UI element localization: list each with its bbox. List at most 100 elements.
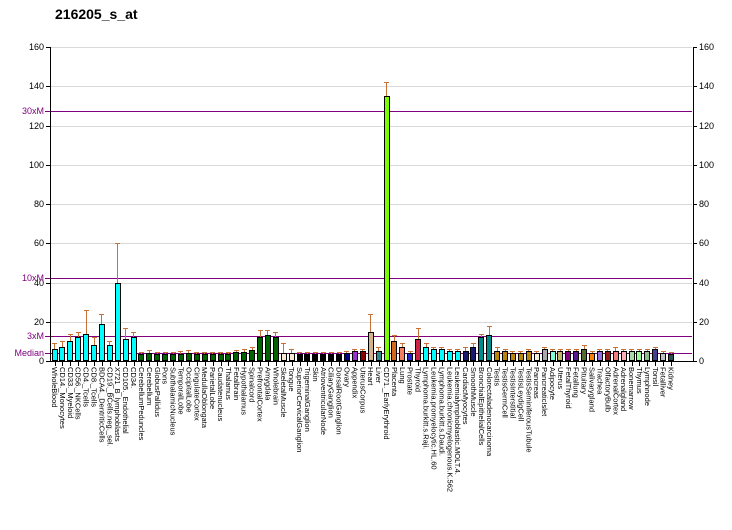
bar-Skin (312, 354, 319, 361)
x-label: Thalamus (223, 367, 233, 400)
x-label: Leukemialymphoblastic.MOLT.4. (453, 367, 463, 475)
x-axis-tick (299, 361, 301, 366)
x-axis-tick (133, 361, 135, 366)
error-bar (85, 309, 87, 334)
y-axis-tick-left (46, 125, 50, 127)
x-axis-tick (663, 361, 665, 366)
error-bar (291, 349, 293, 354)
x-label: GlobusPallidus (152, 367, 162, 418)
x-label: Adrenalgland (619, 367, 629, 412)
y-axis-label-right: 160 (699, 42, 715, 52)
error-bar (251, 347, 253, 351)
bar-Uterus (557, 351, 564, 361)
bar-Tonsil (652, 349, 659, 361)
x-label: CD8._Tcells (89, 367, 99, 408)
x-label: Tongue (287, 367, 297, 392)
error-bar (61, 341, 63, 348)
x-axis-tick (362, 361, 364, 366)
error-bar (615, 347, 617, 352)
error-bar (465, 347, 467, 352)
bar-PrefrontalCortex (257, 337, 264, 361)
x-axis-tick (433, 361, 435, 366)
error-bar-cap (99, 313, 105, 315)
x-axis-tick (117, 361, 119, 366)
x-axis-tick (489, 361, 491, 366)
error-bar-cap (447, 349, 453, 351)
error-bar-cap (399, 343, 405, 345)
x-axis-tick (228, 361, 230, 366)
error-bar-cap (597, 349, 603, 351)
x-label: TestisLeydigCell (516, 367, 526, 422)
error-bar-cap (384, 82, 389, 84)
x-label: Skin (310, 367, 320, 382)
x-label: CD71._EarlyErythroid (382, 367, 391, 440)
error-bar (125, 327, 127, 340)
error-bar-cap (494, 347, 500, 349)
bar-Pancreas (533, 353, 540, 361)
error-bar (370, 313, 372, 332)
bar-Spinalcord (249, 350, 256, 361)
x-axis-tick (94, 361, 96, 366)
bar-Adipocyte (549, 351, 556, 361)
bar-PancreaticIslet (541, 349, 548, 361)
error-bar-cap (573, 349, 579, 351)
bar-Lymphnode (644, 351, 651, 361)
error-bar-cap (376, 347, 382, 349)
x-label: CiliaryGanglion (326, 367, 336, 418)
error-bar (148, 350, 150, 354)
y-axis-label-left: 80 (33, 199, 44, 209)
gridline (51, 204, 692, 205)
error-bar-cap (328, 352, 334, 354)
error-bar-cap (186, 350, 192, 352)
y-axis-label-right: 0 (699, 356, 705, 366)
x-label: Fetallung (571, 367, 581, 398)
error-bar (101, 313, 103, 324)
bar-SuperiorCervicalGanglion (296, 354, 303, 361)
x-axis-tick (536, 361, 538, 366)
bar-Lymphoma.burkitt.s.Raji. (423, 347, 430, 361)
x-axis-tick (78, 361, 80, 366)
error-bar (401, 343, 403, 348)
bar-Wholebrain (272, 337, 279, 361)
bar-Tongue (288, 353, 295, 361)
x-label: AdrenalCortex (611, 367, 621, 415)
threshold-label-30xm: 30xM (21, 105, 44, 116)
x-axis-tick (244, 361, 246, 366)
bar-DorsalRootGanglion (336, 354, 343, 361)
gridline (51, 125, 692, 127)
x-label: Thymus (634, 367, 644, 394)
error-bar-cap (510, 351, 516, 353)
error-bar-cap (660, 351, 666, 353)
bar-Testis (494, 351, 501, 361)
error-bar-cap (154, 352, 160, 354)
x-axis-tick (204, 361, 206, 366)
bar-Kidney (668, 354, 675, 361)
gridline (51, 164, 692, 166)
error-bar-cap (644, 349, 650, 351)
error-bar-cap (249, 347, 255, 349)
x-label: Trachea (595, 367, 605, 395)
x-axis-tick (528, 361, 530, 366)
gridline (51, 243, 692, 245)
bar-BronchialEpithelialCells (478, 337, 485, 361)
x-axis-tick (568, 361, 570, 366)
x-label: SmoothMuscle (468, 367, 478, 417)
x-label: Pancreas (532, 367, 542, 399)
bar-OccipitalLobe (185, 353, 192, 361)
error-bar-cap (83, 309, 89, 311)
bar-Pituitary (581, 349, 588, 361)
bar-Pons (162, 354, 169, 361)
x-label: Wholebrain (271, 367, 281, 405)
x-axis-tick (86, 361, 88, 366)
x-axis-tick (331, 361, 333, 366)
error-bar-cap (502, 349, 508, 351)
error-bar-cap (115, 243, 121, 245)
bar-TrigeminalGanglion (304, 354, 311, 361)
x-label: BDCA4._DentriticCells (97, 367, 107, 443)
bar-TemporalLobe (177, 354, 184, 361)
gridline (51, 47, 692, 48)
x-label: X721_B_lymphoblasts (113, 367, 123, 442)
error-bar-cap (565, 349, 571, 351)
y-axis-tick-right (693, 204, 697, 205)
x-label: OccipitalLobe (184, 367, 194, 413)
